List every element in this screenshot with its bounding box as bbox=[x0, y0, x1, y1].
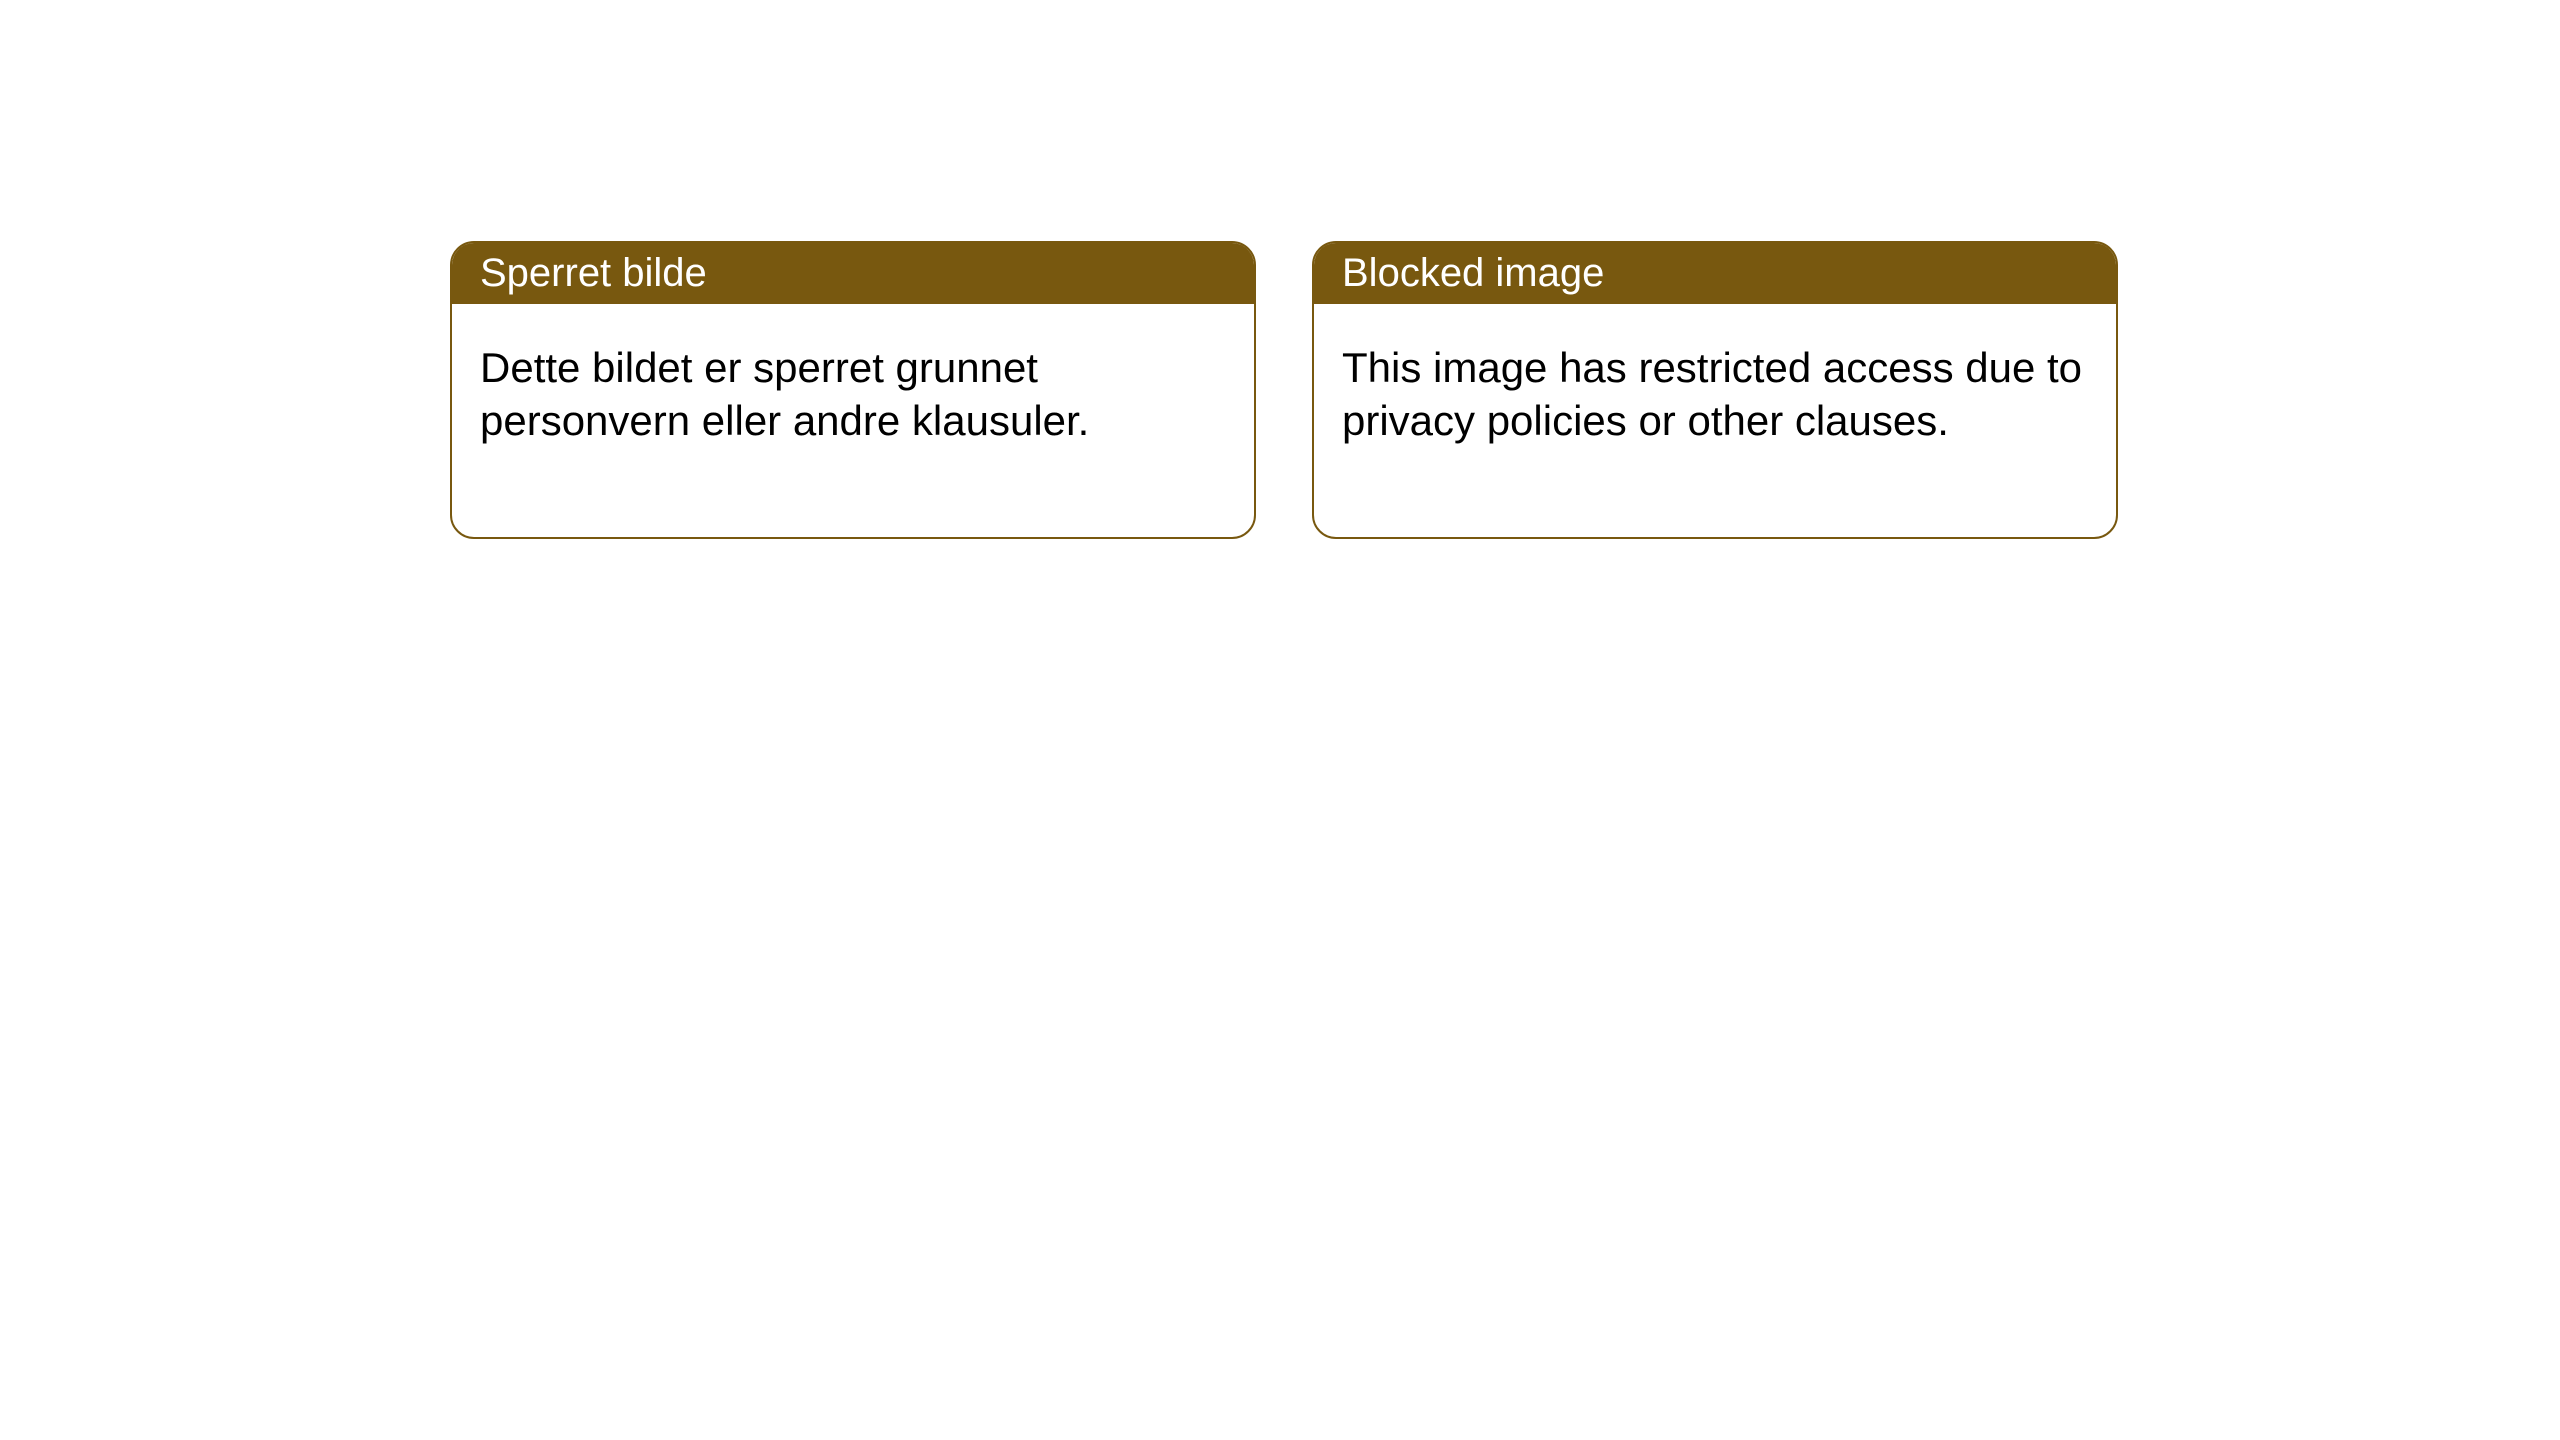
notice-card-english: Blocked image This image has restricted … bbox=[1312, 241, 2118, 539]
notice-title-norwegian: Sperret bilde bbox=[452, 243, 1254, 304]
notice-container: Sperret bilde Dette bildet er sperret gr… bbox=[450, 241, 2118, 539]
notice-body-norwegian: Dette bildet er sperret grunnet personve… bbox=[452, 304, 1254, 537]
notice-body-english: This image has restricted access due to … bbox=[1314, 304, 2116, 537]
notice-title-english: Blocked image bbox=[1314, 243, 2116, 304]
notice-card-norwegian: Sperret bilde Dette bildet er sperret gr… bbox=[450, 241, 1256, 539]
